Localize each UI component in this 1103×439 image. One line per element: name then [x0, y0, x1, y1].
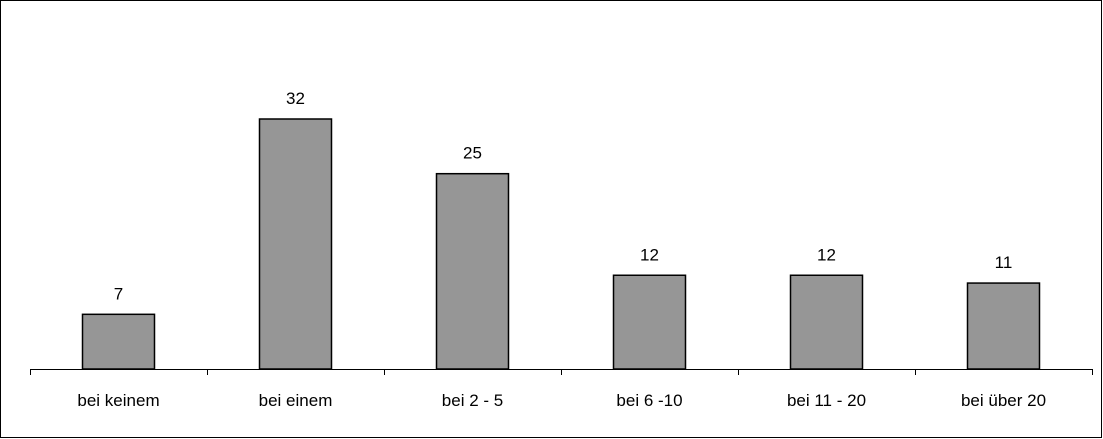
bar	[258, 118, 333, 370]
category-label: bei keinem	[77, 391, 159, 410]
bar	[966, 282, 1041, 370]
bar-value-label: 32	[286, 89, 305, 108]
category-label: bei 2 - 5	[442, 391, 503, 410]
category-label: bei 11 - 20	[787, 391, 866, 410]
bar-value-label: 25	[463, 144, 482, 163]
bar	[612, 274, 687, 370]
bar	[435, 172, 510, 370]
bar-value-label: 12	[640, 245, 659, 264]
category-label: bei einem	[259, 391, 333, 410]
bars-layer	[81, 118, 1041, 370]
x-axis-ticks	[30, 369, 1093, 375]
category-labels-layer: bei keinem bei einem bei 2 - 5 bei 6 -10 bei…	[77, 391, 1046, 410]
bar	[81, 313, 156, 370]
category-label: bei 6 -10	[616, 391, 682, 410]
bar	[789, 274, 864, 370]
value-labels-layer: 7 32 25 12 12 11	[114, 89, 1013, 303]
bar-value-label: 12	[817, 245, 836, 264]
bar-value-label: 7	[114, 284, 123, 303]
category-label: bei über 20	[961, 391, 1046, 410]
bar-value-label: 11	[995, 253, 1013, 272]
